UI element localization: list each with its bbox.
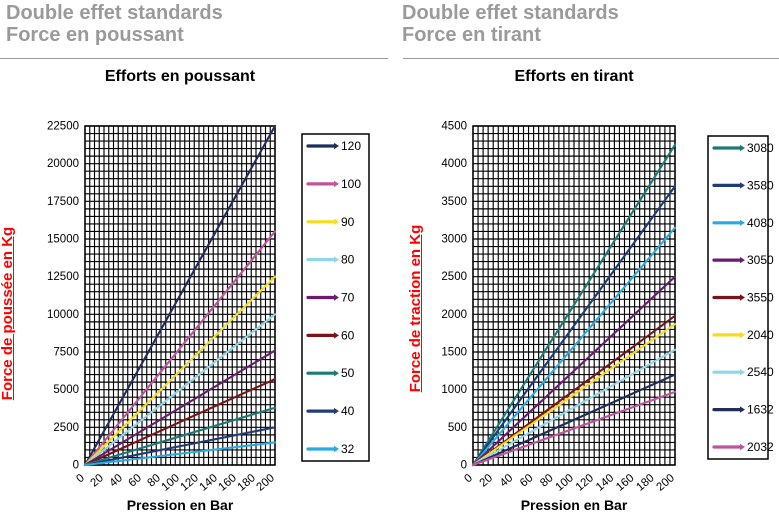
svg-text:1632: 1632	[747, 403, 774, 417]
svg-text:120: 120	[574, 472, 596, 494]
svg-text:2032: 2032	[747, 440, 774, 454]
svg-text:60: 60	[126, 472, 144, 489]
svg-text:0: 0	[73, 460, 79, 472]
svg-text:2500: 2500	[53, 422, 79, 434]
svg-text:17500: 17500	[47, 196, 79, 208]
svg-text:200: 200	[655, 472, 677, 494]
svg-text:180: 180	[236, 472, 258, 494]
svg-text:40: 40	[107, 472, 125, 489]
svg-text:20: 20	[88, 472, 106, 489]
svg-text:12500: 12500	[47, 271, 79, 283]
svg-text:15000: 15000	[47, 234, 79, 246]
svg-text:80: 80	[341, 253, 355, 267]
svg-text:3550: 3550	[747, 291, 774, 305]
svg-text:160: 160	[217, 472, 239, 494]
svg-text:180: 180	[634, 472, 656, 494]
svg-text:50: 50	[341, 366, 355, 380]
svg-text:90: 90	[341, 215, 355, 229]
svg-text:3050: 3050	[747, 253, 774, 267]
svg-text:7500: 7500	[53, 347, 79, 359]
svg-text:100: 100	[554, 472, 576, 494]
svg-text:140: 140	[594, 472, 616, 494]
svg-text:40: 40	[341, 404, 355, 418]
svg-text:3000: 3000	[441, 234, 467, 246]
svg-text:80: 80	[538, 472, 556, 489]
svg-text:140: 140	[198, 472, 220, 494]
svg-text:2040: 2040	[747, 328, 774, 342]
svg-text:70: 70	[341, 291, 355, 305]
svg-text:120: 120	[341, 139, 361, 153]
svg-text:0: 0	[461, 460, 467, 472]
svg-text:2000: 2000	[441, 309, 467, 321]
svg-text:1500: 1500	[441, 347, 467, 359]
svg-text:2500: 2500	[441, 271, 467, 283]
svg-text:60: 60	[518, 472, 536, 489]
svg-text:32: 32	[341, 442, 355, 456]
svg-text:4500: 4500	[441, 121, 467, 133]
svg-text:40: 40	[498, 472, 516, 489]
svg-text:4080: 4080	[747, 216, 774, 230]
svg-text:2540: 2540	[747, 365, 774, 379]
svg-text:100: 100	[341, 177, 361, 191]
svg-text:200: 200	[255, 472, 277, 494]
svg-text:160: 160	[614, 472, 636, 494]
svg-text:60: 60	[341, 328, 355, 342]
svg-text:1000: 1000	[441, 384, 467, 396]
svg-text:3580: 3580	[747, 178, 774, 192]
svg-text:120: 120	[179, 472, 201, 494]
svg-text:100: 100	[160, 472, 182, 494]
svg-text:0: 0	[462, 472, 475, 485]
svg-text:20: 20	[478, 472, 496, 489]
svg-text:3080: 3080	[747, 141, 774, 155]
svg-text:500: 500	[448, 422, 467, 434]
svg-text:4000: 4000	[441, 158, 467, 170]
svg-text:10000: 10000	[47, 309, 79, 321]
svg-text:80: 80	[145, 472, 163, 489]
svg-text:0: 0	[74, 472, 87, 485]
svg-text:3500: 3500	[441, 196, 467, 208]
svg-text:20000: 20000	[47, 158, 79, 170]
svg-text:22500: 22500	[47, 121, 79, 133]
svg-text:5000: 5000	[53, 384, 79, 396]
